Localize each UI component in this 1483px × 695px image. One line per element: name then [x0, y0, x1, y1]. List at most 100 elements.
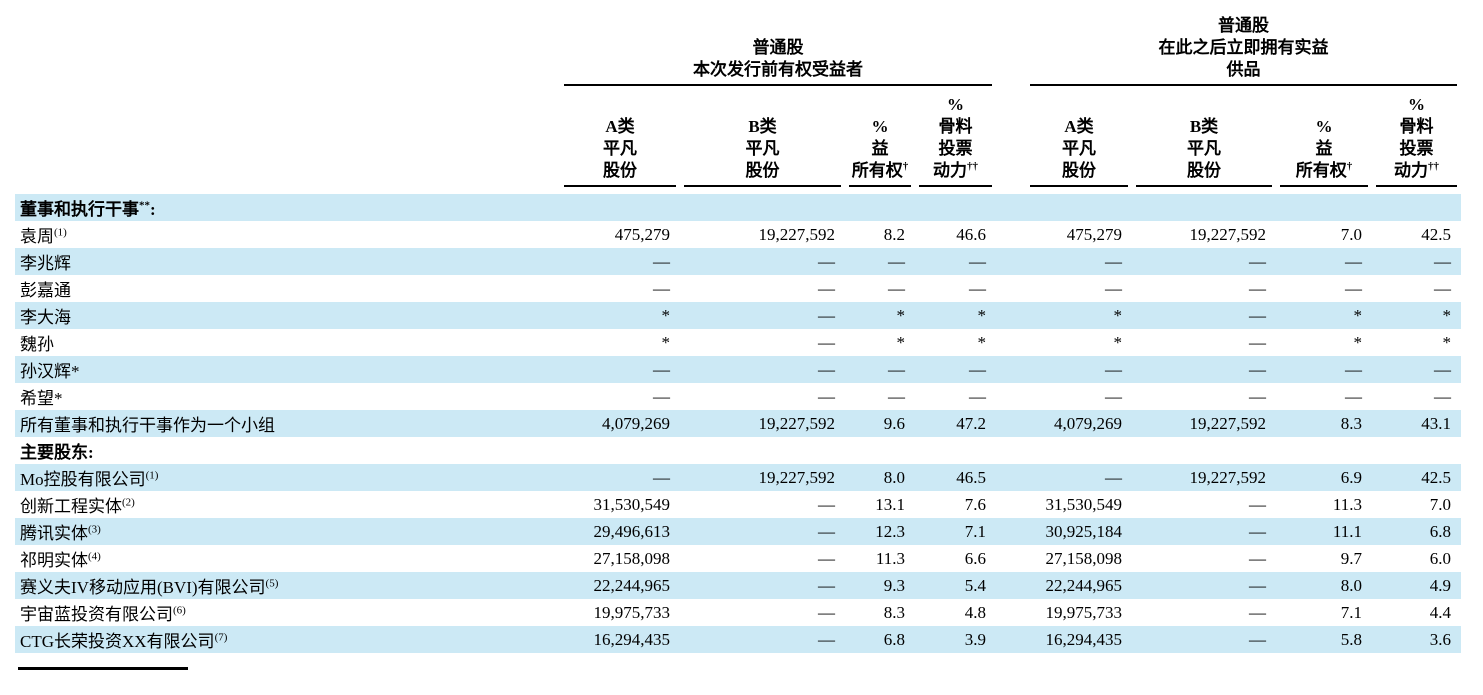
column-header-line: 所有权† [1295, 160, 1353, 180]
table-body: 董事和执行干事**: 袁周(1) 475,279 19,227,592 8.2 46.6 4… [15, 194, 1461, 653]
value-cell: — [653, 467, 670, 487]
value-cell: 8.0 [883, 467, 905, 487]
value-cell: 3.9 [964, 629, 986, 649]
value-cell [915, 437, 996, 464]
value-cell: 19,227,592 [758, 467, 836, 487]
value-cell: 19,227,592 [1189, 413, 1267, 433]
value-cell: * [977, 332, 987, 352]
row-gap-cell [996, 599, 1026, 626]
column-gap-cell [996, 94, 1026, 194]
value-cell: — [818, 521, 835, 541]
value-cell: — [1249, 629, 1266, 649]
value-cell: 8.3 [1340, 413, 1362, 433]
group-header-text: 普通股 在此之后立即拥有实益 供品 [1030, 15, 1457, 86]
footnote-marker: †† [967, 160, 978, 173]
value-cell: — [969, 251, 986, 271]
column-header-5: A类 平凡 股份 [1026, 94, 1132, 194]
value-cell: — [818, 602, 835, 622]
column-header-line: 平凡 [1187, 139, 1221, 158]
value-cell [1276, 437, 1372, 464]
value-cell: 9.6 [883, 413, 905, 433]
value-cell: — [1345, 359, 1362, 379]
value-cell: — [1249, 386, 1266, 406]
group-header-line: 本次发行前有权受益者 [693, 60, 863, 79]
value-cell: — [1249, 305, 1266, 325]
value-cell: — [1345, 278, 1362, 298]
value-cell [1026, 194, 1132, 221]
row-label-cell: 祁明实体(4) [20, 550, 101, 570]
column-header-line: 益 [1315, 139, 1333, 158]
row-label-cell: CTG长荣投资XX有限公司(7) [20, 631, 228, 651]
row-label-cell: 袁周(1) [20, 226, 67, 246]
value-cell: — [1105, 278, 1122, 298]
footnote-marker: (4) [88, 550, 101, 563]
row-gap-cell [996, 491, 1026, 518]
value-cell: 7.0 [1340, 224, 1362, 244]
footnote-separator-rule [18, 667, 188, 670]
value-cell: 7.6 [964, 494, 986, 514]
value-cell: 30,925,184 [1045, 521, 1123, 541]
value-cell: 31,530,549 [593, 494, 671, 514]
table-row: 创新工程实体(2) 31,530,549 — 13.1 7.6 31,530,549 — 11… [15, 491, 1461, 518]
value-cell: 12.3 [875, 521, 905, 541]
column-header-line: B类 [1189, 117, 1219, 136]
value-cell: — [818, 629, 835, 649]
value-cell: — [818, 305, 835, 325]
column-header-3: % 益所有权† [845, 94, 915, 194]
value-cell: 11.1 [1332, 521, 1362, 541]
value-cell [845, 437, 915, 464]
value-cell: — [1345, 386, 1362, 406]
value-cell: 7.0 [1429, 494, 1451, 514]
value-cell: 29,496,613 [593, 521, 671, 541]
row-label-cell: Mo控股有限公司(1) [20, 469, 159, 489]
value-cell: — [1249, 278, 1266, 298]
column-header-line: 股份 [603, 161, 637, 180]
value-cell: 8.3 [883, 602, 905, 622]
column-header-line: % [871, 117, 889, 136]
value-cell: 6.0 [1429, 548, 1451, 568]
value-cell: * [1353, 332, 1363, 352]
value-cell [560, 194, 680, 221]
column-header-1: A类 平凡 股份 [560, 94, 680, 194]
table-row: 所有董事和执行干事作为一个小组 4,079,269 19,227,592 9.6 47.… [15, 410, 1461, 437]
column-header-line: 股份 [1062, 161, 1096, 180]
column-header-text: A类 平凡 股份 [564, 116, 676, 187]
column-header-line: B类 [748, 117, 777, 136]
column-header-line: 股份 [745, 161, 780, 180]
row-gap-cell [996, 518, 1026, 545]
value-cell: 4.9 [1429, 575, 1451, 595]
value-cell: 16,294,435 [1045, 629, 1123, 649]
value-cell: 19,975,733 [1045, 602, 1123, 622]
value-cell: * [1442, 305, 1452, 325]
row-label-cell: 宇宙蓝投资有限公司(6) [20, 604, 186, 624]
footnote-marker: (7) [214, 631, 228, 644]
beneficial-ownership-table: 普通股 本次发行前有权受益者 普通股 在此之后立即拥有实益 供品 A类 平凡 股份 B类 平凡 股份… [15, 15, 1461, 653]
footnote-marker: †† [1428, 160, 1439, 173]
row-label-cell: 彭嘉通 [20, 281, 71, 300]
group-header-line: 普通股 [752, 38, 804, 57]
value-cell: 5.8 [1340, 629, 1362, 649]
column-header-line: 平凡 [603, 139, 637, 158]
group-header-1: 普通股本次发行前有权受益者 [560, 15, 996, 94]
value-cell: 6.8 [1429, 521, 1451, 541]
value-cell: 6.8 [883, 629, 905, 649]
value-cell: — [1434, 386, 1451, 406]
footnote-marker: ** [139, 199, 150, 212]
column-header-2: B类 平凡 股份 [680, 94, 845, 194]
value-cell: — [1105, 386, 1122, 406]
table-row: 袁周(1) 475,279 19,227,592 8.2 46.6 475,279 19,2… [15, 221, 1461, 248]
value-cell: 9.3 [883, 575, 905, 595]
row-gap-cell [996, 464, 1026, 491]
value-cell: * [1113, 305, 1123, 325]
value-cell: — [1249, 494, 1266, 514]
value-cell: 8.2 [883, 224, 905, 244]
value-cell [680, 437, 845, 464]
table-row: 孙汉辉* — — — — — — — — [15, 356, 1461, 383]
value-cell [1026, 437, 1132, 464]
value-cell: 42.5 [1421, 224, 1451, 244]
footnote-marker: (3) [88, 523, 101, 536]
value-cell: 27,158,098 [593, 548, 671, 568]
value-cell: — [1105, 359, 1122, 379]
value-cell: — [1434, 278, 1451, 298]
